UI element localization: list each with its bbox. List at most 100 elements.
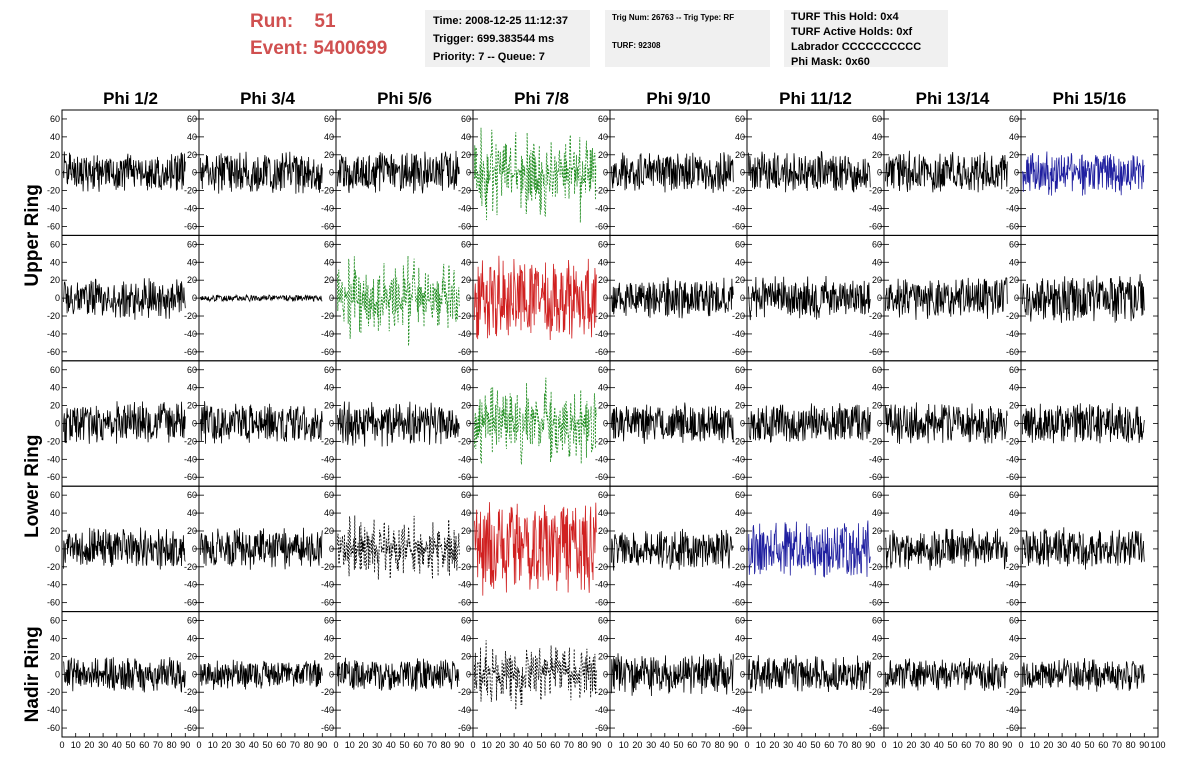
y-tick-label: -60 <box>458 598 471 608</box>
y-tick-label: 40 <box>50 383 60 393</box>
y-tick-label: 20 <box>735 275 745 285</box>
phi-column-titles: Phi 1/2 Phi 3/4 Phi 5/6 Phi 7/8 Phi 9/10 Phi … <box>103 89 1126 108</box>
y-tick-label: 20 <box>735 526 745 536</box>
y-tick-label: -20 <box>184 186 197 196</box>
waveform-panel: 60 40 20 0 -20 -40 -60 <box>458 234 611 362</box>
y-tick-label: 40 <box>735 132 745 142</box>
y-tick-label: -40 <box>595 204 608 214</box>
y-tick-label: -20 <box>732 687 745 697</box>
y-tick-label: -60 <box>321 598 334 608</box>
x-tick-label: 40 <box>523 740 533 750</box>
y-tick-label: -40 <box>184 705 197 715</box>
y-tick-label: 0 <box>55 544 60 554</box>
y-tick-label: -40 <box>1006 705 1019 715</box>
y-tick-label: -40 <box>595 705 608 715</box>
y-tick-label: 40 <box>50 633 60 643</box>
x-tick-label: 20 <box>358 740 368 750</box>
y-tick-label: 40 <box>50 132 60 142</box>
panel-frame <box>472 109 611 236</box>
y-tick-label: 40 <box>872 508 882 518</box>
turf-info-box: TURF This Hold: 0x4 TURF Active Holds: 0… <box>784 10 948 68</box>
y-tick-label: 20 <box>598 651 608 661</box>
waveform-trace <box>474 640 597 710</box>
y-tick-label: 60 <box>461 114 471 124</box>
y-tick-label: 20 <box>187 150 197 160</box>
y-tick-label: -40 <box>732 329 745 339</box>
y-tick-label: 40 <box>735 633 745 643</box>
y-tick-label: 20 <box>187 401 197 411</box>
labrador-text: Labrador CCCCCCCCCC <box>791 41 922 53</box>
y-tick-label: -20 <box>732 311 745 321</box>
y-tick-label: -20 <box>184 436 197 446</box>
y-tick-label: 60 <box>735 490 745 500</box>
turf-num-text: TURF: 92308 <box>612 41 661 50</box>
waveform-trace <box>885 528 1008 571</box>
y-tick-label: -40 <box>184 329 197 339</box>
x-tick-label: 30 <box>98 740 108 750</box>
y-tick-label: 0 <box>329 544 334 554</box>
waveform-trace <box>337 401 460 447</box>
y-tick-label: 60 <box>598 239 608 249</box>
waveform-panel: 60 40 20 0 -20 -40 -60 <box>458 360 611 487</box>
y-tick-label: 40 <box>735 383 745 393</box>
event-header: Run: 51 Event: 5400699 Time: 2008-12-25 … <box>0 0 1196 80</box>
x-tick-label: 10 <box>345 740 355 750</box>
y-tick-label: -20 <box>184 687 197 697</box>
trigger-info-box: Trig Num: 26763 -- Trig Type: RF TURF: 9… <box>605 10 770 67</box>
y-tick-label: 40 <box>598 257 608 267</box>
y-tick-label: 20 <box>324 526 334 536</box>
x-tick-label: 70 <box>838 740 848 750</box>
x-tick-label: 10 <box>208 740 218 750</box>
y-tick-label: 0 <box>192 168 197 178</box>
x-tick-label: 20 <box>221 740 231 750</box>
y-tick-label: 20 <box>324 275 334 285</box>
x-tick-label: 0 <box>196 740 201 750</box>
x-tick-label: 100 <box>1150 740 1165 750</box>
y-tick-label: 60 <box>324 114 334 124</box>
y-tick-label: -60 <box>869 221 882 231</box>
y-tick-label: -20 <box>47 687 60 697</box>
panel-frame <box>335 485 474 613</box>
y-tick-label: 0 <box>877 293 882 303</box>
y-tick-label: -20 <box>321 687 334 697</box>
x-tick-label: 0 <box>1018 740 1023 750</box>
y-tick-label: 20 <box>735 651 745 661</box>
y-tick-label: -20 <box>458 436 471 446</box>
x-tick-label: 60 <box>824 740 834 750</box>
y-tick-label: -20 <box>321 186 334 196</box>
y-tick-label: -40 <box>321 580 334 590</box>
y-tick-label: 20 <box>598 401 608 411</box>
y-tick-label: 0 <box>55 419 60 429</box>
turf-active-holds-text: TURF Active Holds: 0xf <box>791 26 913 38</box>
y-tick-label: 60 <box>50 239 60 249</box>
y-tick-label: -60 <box>732 472 745 482</box>
x-tick-label: 20 <box>906 740 916 750</box>
waveform-trace <box>748 275 871 321</box>
y-tick-label: 0 <box>466 419 471 429</box>
y-tick-label: -20 <box>47 436 60 446</box>
waveform-trace <box>63 657 186 693</box>
y-tick-label: 40 <box>324 257 334 267</box>
y-tick-label: -20 <box>595 562 608 572</box>
x-tick-label: 90 <box>1002 740 1012 750</box>
x-tick-label: 10 <box>1030 740 1040 750</box>
y-tick-label: 20 <box>461 651 471 661</box>
y-tick-label: -60 <box>47 598 60 608</box>
waveform-panel: 60 40 20 0 -20 -40 -60 <box>184 360 337 487</box>
y-tick-label: -60 <box>321 472 334 482</box>
y-tick-label: -20 <box>47 562 60 572</box>
y-tick-label: 60 <box>324 490 334 500</box>
y-tick-label: -20 <box>1006 186 1019 196</box>
y-tick-label: -60 <box>595 221 608 231</box>
y-tick-label: 20 <box>872 401 882 411</box>
waveform-panel: 60 40 20 0 -20 -40 -60 <box>321 360 474 487</box>
waveform-panel: 60 40 20 0 -20 -40 -60 <box>47 360 200 487</box>
y-tick-label: 20 <box>1009 150 1019 160</box>
y-tick-label: -60 <box>1006 472 1019 482</box>
x-tick-label: 10 <box>619 740 629 750</box>
waveform-trace <box>337 150 460 194</box>
y-tick-label: 60 <box>872 114 882 124</box>
y-tick-label: -60 <box>47 347 60 357</box>
x-tick-label: 20 <box>1043 740 1053 750</box>
waveform-trace <box>200 659 323 690</box>
